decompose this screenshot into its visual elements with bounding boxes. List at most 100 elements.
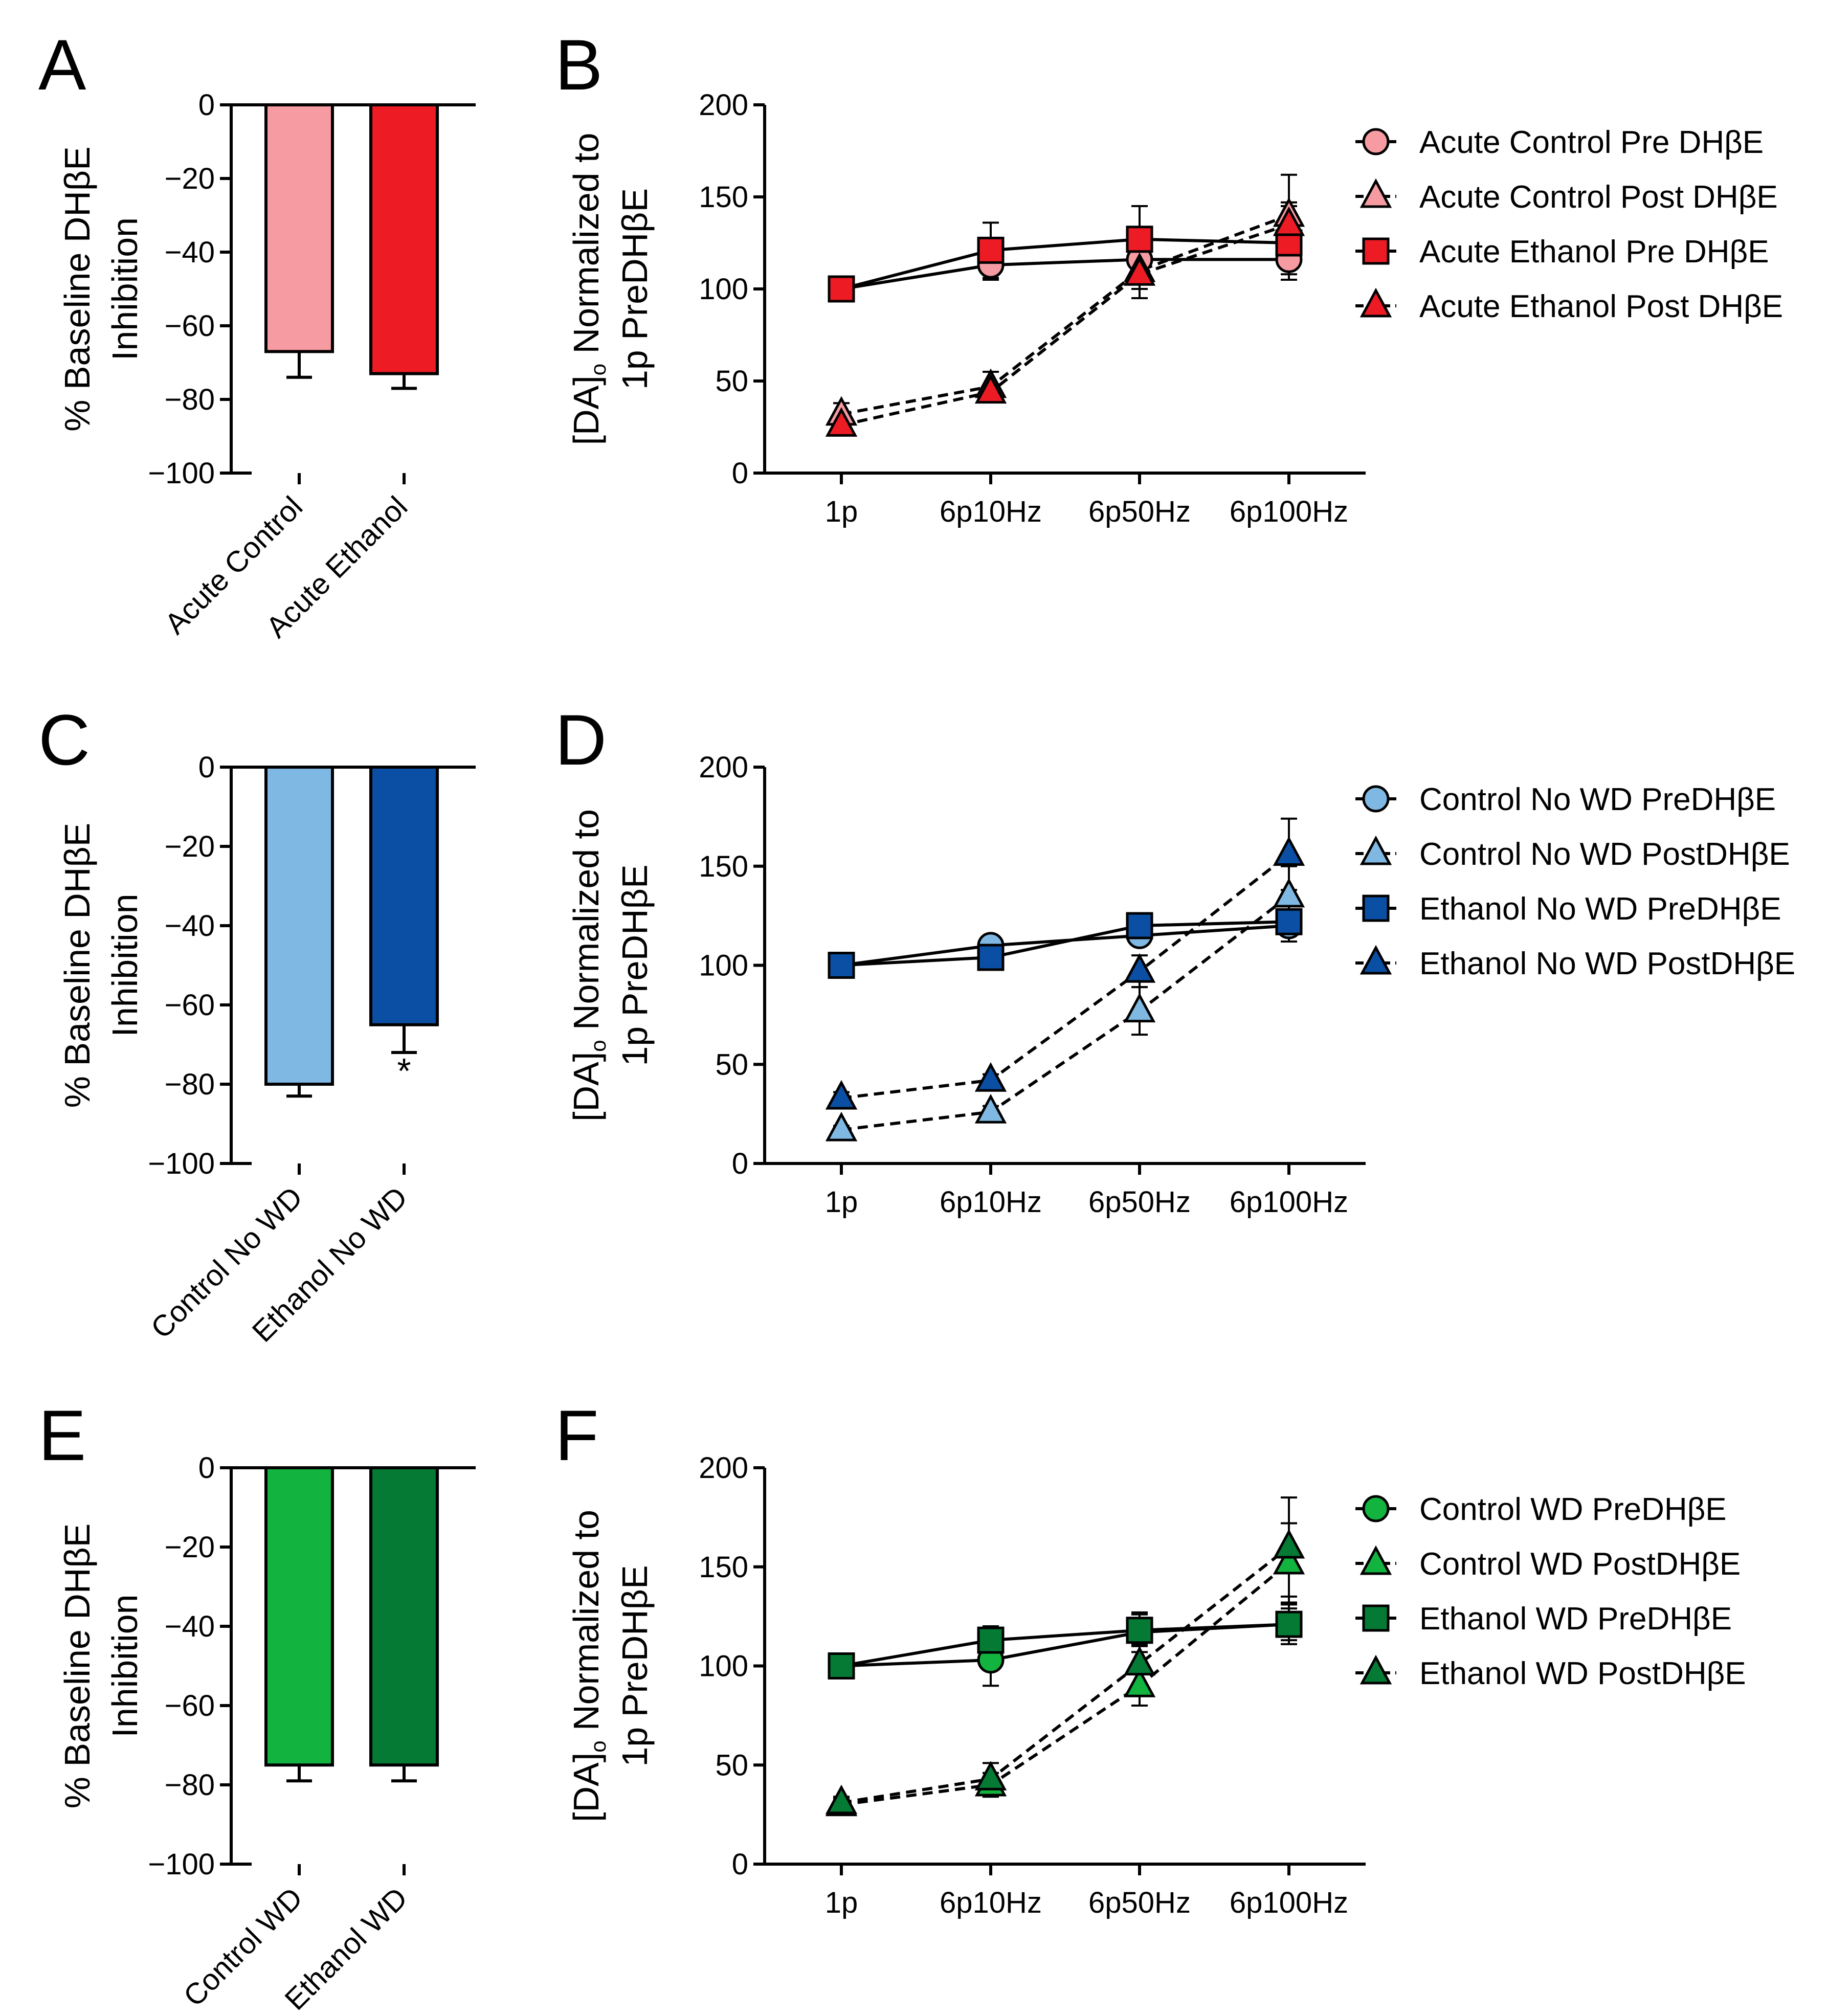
legend-marker <box>1362 128 1390 155</box>
y-tick-label: 50 <box>715 1749 748 1782</box>
data-point-1-0 <box>825 1111 858 1141</box>
legend-label: Acute Control Post DHβE <box>1419 180 1778 215</box>
data-point-3-1 <box>974 374 1007 404</box>
legend-marker <box>1359 835 1392 865</box>
y-tick-label: 100 <box>699 949 748 982</box>
x-tick-label: 6p10Hz <box>940 1886 1042 1919</box>
data-point-1-3 <box>1273 1544 1305 1575</box>
data-point-1-2 <box>1123 993 1156 1023</box>
y-tick-label: −80 <box>165 383 215 416</box>
legend-marker <box>1359 178 1392 208</box>
data-point-2-1 <box>977 236 1005 264</box>
y-axis-title-line2: Inhibition <box>105 893 145 1037</box>
panel-letter-B: B <box>555 25 603 105</box>
legend-marker <box>1359 945 1392 975</box>
y-tick-label: 0 <box>198 751 215 784</box>
y-tick-label: 100 <box>699 1650 748 1683</box>
series-line-2 <box>841 920 1289 967</box>
data-point-2-0 <box>828 275 855 303</box>
panel-letter-F: F <box>555 1395 599 1475</box>
bar-0 <box>264 766 334 1086</box>
x-tick-label: 6p50Hz <box>1088 1886 1191 1919</box>
data-point-3-3 <box>1273 206 1305 236</box>
y-axis-title-line1: [DA]o Normalized to <box>566 133 610 445</box>
legend-label: Ethanol WD PreDHβE <box>1419 1601 1732 1637</box>
y-axis-title-line2: 1p PreDHβE <box>615 1565 655 1766</box>
data-point-2-0 <box>828 952 855 979</box>
y-tick-label: 50 <box>715 1048 748 1081</box>
y-tick-label: 200 <box>699 1451 748 1485</box>
y-axis-title-line2: Inhibition <box>105 217 145 361</box>
legend-label: Control WD PreDHβE <box>1419 1492 1727 1527</box>
series-line-0 <box>841 258 1289 290</box>
x-tick-label: 6p100Hz <box>1230 1185 1348 1219</box>
x-tick-label: 1p <box>825 1886 858 1919</box>
panel-B: 0 50 100 150 200 1p 6p10Hz 6p50Hz 6p100Hz [DA]o N… <box>566 88 1783 528</box>
y-tick-label: −100 <box>148 1147 215 1180</box>
y-axis-title-line2: 1p PreDHβE <box>615 188 655 390</box>
legend-label: Ethanol No WD PreDHβE <box>1419 891 1781 927</box>
y-tick-label: −100 <box>148 457 215 490</box>
series-line-0 <box>841 924 1289 967</box>
panel-letter-E: E <box>38 1395 86 1475</box>
y-axis-title-line1: % Baseline DHβE <box>57 823 97 1108</box>
data-point-3-2 <box>1123 256 1156 286</box>
data-point-2-2 <box>1126 226 1153 253</box>
y-axis-title-line1: % Baseline DHβE <box>57 146 97 432</box>
panel-letter-A: A <box>38 25 86 105</box>
legend-label: Ethanol WD PostDHβE <box>1419 1656 1746 1691</box>
x-tick-label: 6p10Hz <box>940 495 1042 528</box>
bar-1 <box>369 766 439 1026</box>
y-tick-label: 150 <box>699 181 748 214</box>
legend-marker <box>1359 1654 1392 1685</box>
y-tick-label: −60 <box>165 1689 215 1722</box>
legend-label: Control WD PostDHβE <box>1419 1547 1741 1582</box>
y-tick-label: −80 <box>165 1068 215 1101</box>
data-point-2-0 <box>828 1652 855 1679</box>
x-tick-label: 6p10Hz <box>940 1185 1042 1219</box>
significance-mark: * <box>397 1051 411 1091</box>
data-point-3-0 <box>825 1080 858 1110</box>
bar-1 <box>369 103 439 375</box>
bar-0 <box>264 1466 334 1767</box>
y-axis-title-line1: % Baseline DHβE <box>57 1524 97 1809</box>
y-tick-label: 0 <box>732 457 748 490</box>
panel-letter-D: D <box>555 700 607 780</box>
x-tick-label: 6p100Hz <box>1230 1886 1348 1919</box>
y-tick-label: −40 <box>165 236 215 269</box>
x-tick-label: 6p50Hz <box>1088 495 1191 528</box>
series-line-2 <box>841 237 1289 290</box>
data-point-1-3 <box>1273 878 1305 908</box>
data-point-2-3 <box>1275 1610 1303 1638</box>
legend-label: Acute Ethanol Pre DHβE <box>1419 234 1769 270</box>
y-tick-label: 0 <box>732 1848 748 1881</box>
legend-marker <box>1362 237 1390 265</box>
data-point-2-1 <box>977 1626 1005 1654</box>
bar-1 <box>369 1466 439 1767</box>
y-tick-label: 150 <box>699 850 748 883</box>
data-point-3-2 <box>1123 1646 1156 1676</box>
bar-0 <box>264 103 334 353</box>
series-line-0 <box>841 1623 1289 1668</box>
series-line-1 <box>841 214 1290 416</box>
legend-label: Control No WD PostDHβE <box>1419 837 1790 872</box>
y-axis-title-line2: Inhibition <box>105 1594 145 1737</box>
data-point-3-0 <box>825 1784 858 1815</box>
series-line-2 <box>841 1623 1289 1668</box>
data-point-3-3 <box>1273 836 1305 866</box>
legend-label: Acute Control Pre DHβE <box>1419 125 1764 160</box>
legend-marker <box>1359 1545 1392 1575</box>
panel-D: 0 50 100 150 200 1p 6p10Hz 6p50Hz 6p100Hz [DA]o N… <box>566 751 1795 1219</box>
y-tick-label: 100 <box>699 273 748 306</box>
y-tick-label: −20 <box>165 830 215 863</box>
series-line-1 <box>841 1561 1290 1806</box>
legend-marker <box>1362 785 1390 813</box>
legend-marker <box>1359 287 1392 318</box>
y-tick-label: −60 <box>165 989 215 1022</box>
y-tick-label: 50 <box>715 365 748 398</box>
y-tick-label: −60 <box>165 309 215 343</box>
data-point-1-1 <box>974 1093 1007 1124</box>
legend-label: Ethanol No WD PostDHβE <box>1419 946 1795 981</box>
